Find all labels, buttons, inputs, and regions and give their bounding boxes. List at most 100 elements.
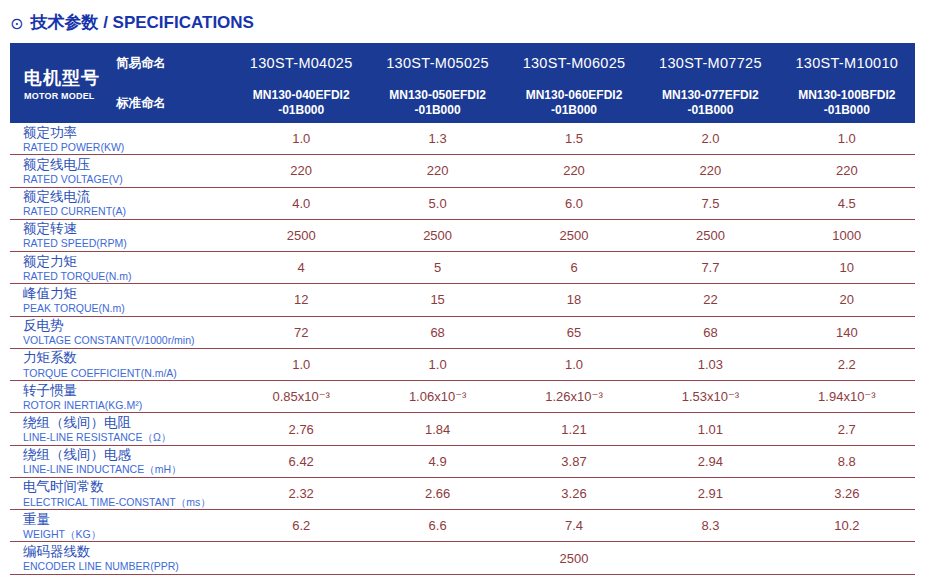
spec-value-cell-6-1: 68 bbox=[369, 317, 505, 348]
row-label: 峰值力矩PEAK TORQUE(N.m) bbox=[10, 284, 233, 315]
model-header-cell: 电机型号 MOTOR MODEL 简易命名 标准命名 bbox=[10, 43, 233, 123]
row-values: 72686568140 bbox=[233, 317, 915, 348]
row-values: 0.85x10⁻³1.06x10⁻³1.26x10⁻³1.53x10⁻³1.94… bbox=[233, 381, 915, 412]
row-label-cn: 额定线电流 bbox=[23, 189, 233, 205]
row-label: 转子惯量ROTOR INERTIA(KG.M²) bbox=[10, 381, 233, 412]
spec-row-13: 编码器线数ENCODER LINE NUMBER(PPR)2500 bbox=[10, 542, 915, 574]
spec-value-cell-6-2: 65 bbox=[506, 317, 642, 348]
spec-value-cell-2-1: 5.0 bbox=[369, 188, 505, 219]
spec-value-cell-11-3: 2.91 bbox=[642, 478, 778, 509]
standard-model-name: MN130-100BFDI2-01B000 bbox=[779, 83, 915, 123]
spec-value-cell-11-0: 2.32 bbox=[233, 478, 369, 509]
spec-value-cell-3-0: 2500 bbox=[233, 220, 369, 251]
naming-labels: 简易命名 标准命名 bbox=[116, 43, 233, 123]
spec-value-cell-11-4: 3.26 bbox=[779, 478, 915, 509]
row-label-cn: 绕组（线间）电阻 bbox=[23, 415, 233, 431]
bullet-circle-icon: ⊙ bbox=[10, 16, 23, 32]
specifications-table: 电机型号 MOTOR MODEL 简易命名 标准命名 130ST-M04025M… bbox=[10, 43, 915, 575]
spec-row-2: 额定线电流RATED CURRENT(A)4.05.06.07.54.5 bbox=[10, 188, 915, 220]
spec-value-cell-10-0: 6.42 bbox=[233, 446, 369, 477]
spec-value-cell-3-2: 2500 bbox=[506, 220, 642, 251]
row-label: 反电势VOLTAGE CONSTANT(V/1000r/min) bbox=[10, 317, 233, 348]
spec-value-cell-10-2: 3.87 bbox=[506, 446, 642, 477]
row-label-cn: 重量 bbox=[23, 512, 233, 528]
spec-value-cell-1-3: 220 bbox=[642, 155, 778, 186]
spec-row-11: 电气时间常数ELECTRICAL TIME-CONSTANT（ms）2.322.… bbox=[10, 478, 915, 510]
row-values: 6.424.93.872.948.8 bbox=[233, 446, 915, 477]
table-header: 电机型号 MOTOR MODEL 简易命名 标准命名 130ST-M04025M… bbox=[10, 43, 915, 123]
spec-value-cell-4-4: 10 bbox=[779, 252, 915, 283]
spec-value-cell-2-3: 7.5 bbox=[642, 188, 778, 219]
spec-value-cell-10-3: 2.94 bbox=[642, 446, 778, 477]
spec-row-10: 绕组（线间）电感LINE-LINE INDUCTANCE（mH）6.424.93… bbox=[10, 446, 915, 478]
row-label-en: RATED CURRENT(A) bbox=[23, 205, 233, 217]
simple-naming-label: 简易命名 bbox=[116, 43, 233, 83]
row-label-en: RATED POWER(KW) bbox=[23, 141, 233, 153]
spec-value-cell-7-0: 1.0 bbox=[233, 349, 369, 380]
spec-value-cell-1-2: 220 bbox=[506, 155, 642, 186]
spec-value-cell-12-3: 8.3 bbox=[642, 510, 778, 541]
row-label-en: WEIGHT（KG） bbox=[23, 528, 233, 540]
row-label-en: LINE-LINE INDUCTANCE（mH） bbox=[23, 463, 233, 475]
spec-row-9: 绕组（线间）电阻LINE-LINE RESISTANCE（Ω）2.761.841… bbox=[10, 413, 915, 445]
row-label-cn: 转子惯量 bbox=[23, 383, 233, 399]
row-label-cn: 额定线电压 bbox=[23, 157, 233, 173]
standard-model-name-line1: MN130-040EFDI2 bbox=[253, 88, 350, 103]
motor-model-title-cn: 电机型号 bbox=[24, 66, 116, 90]
row-label-en: VOLTAGE CONSTANT(V/1000r/min) bbox=[23, 334, 233, 346]
spec-value-cell-7-2: 1.0 bbox=[506, 349, 642, 380]
spec-value-cell-4-2: 6 bbox=[506, 252, 642, 283]
spec-value-cell-0-2: 1.5 bbox=[506, 123, 642, 154]
spec-row-8: 转子惯量ROTOR INERTIA(KG.M²)0.85x10⁻³1.06x10… bbox=[10, 381, 915, 413]
spec-value-cell-8-3: 1.53x10⁻³ bbox=[642, 381, 778, 412]
column-header-0: 130ST-M04025 MN130-040EFDI2-01B000 bbox=[233, 43, 369, 123]
spec-value-cell-1-4: 220 bbox=[779, 155, 915, 186]
spec-value-cell-0-1: 1.3 bbox=[369, 123, 505, 154]
row-values: 6.26.67.48.310.2 bbox=[233, 510, 915, 541]
standard-model-name-line2: -01B000 bbox=[415, 103, 461, 118]
column-header-1: 130ST-M05025MN130-050EFDI2-01B000 bbox=[369, 43, 505, 123]
row-label-en: ROTOR INERTIA(KG.M²) bbox=[23, 399, 233, 411]
spec-value-cell-3-4: 1000 bbox=[779, 220, 915, 251]
simple-model-name: 130ST-M04025 bbox=[233, 43, 369, 83]
section-title-text: 技术参数 / SPECIFICATIONS bbox=[30, 11, 254, 34]
spec-value-cell-5-0: 12 bbox=[233, 284, 369, 315]
spec-value-cell-9-0: 2.76 bbox=[233, 413, 369, 444]
spec-value-cell-9-3: 1.01 bbox=[642, 413, 778, 444]
standard-model-name-line2: -01B000 bbox=[278, 103, 324, 118]
row-label-en: LINE-LINE RESISTANCE（Ω） bbox=[23, 431, 233, 443]
row-label-en: PEAK TORQUE(N.m) bbox=[23, 302, 233, 314]
standard-model-name: MN130-050EFDI2-01B000 bbox=[369, 83, 505, 123]
spec-value-cell-8-1: 1.06x10⁻³ bbox=[369, 381, 505, 412]
row-label: 绕组（线间）电阻LINE-LINE RESISTANCE（Ω） bbox=[10, 413, 233, 444]
spec-value-cell-5-4: 20 bbox=[779, 284, 915, 315]
spec-value-cell-8-0: 0.85x10⁻³ bbox=[233, 381, 369, 412]
spec-sheet: ⊙ 技术参数 / SPECIFICATIONS 电机型号 MOTOR MODEL… bbox=[0, 11, 932, 575]
column-header-4: 130ST-M10010MN130-100BFDI2-01B000 bbox=[779, 43, 915, 123]
row-label: 电气时间常数ELECTRICAL TIME-CONSTANT（ms） bbox=[10, 478, 233, 509]
spec-value-cell-11-1: 2.66 bbox=[369, 478, 505, 509]
spec-value-cell-4-3: 7.7 bbox=[642, 252, 778, 283]
simple-model-name: 130ST-M05025 bbox=[369, 43, 505, 83]
spec-value-cell-12-1: 6.6 bbox=[369, 510, 505, 541]
row-label-en: TORQUE COEFFICIENT(N.m/A) bbox=[23, 367, 233, 379]
spec-row-4: 额定力矩RATED TORQUE(N.m)4567.710 bbox=[10, 252, 915, 284]
spec-value-cell-0-4: 1.0 bbox=[779, 123, 915, 154]
row-label-cn: 反电势 bbox=[23, 318, 233, 334]
row-label: 重量WEIGHT（KG） bbox=[10, 510, 233, 541]
row-values: 2500 bbox=[233, 542, 915, 573]
row-label-cn: 额定功率 bbox=[23, 125, 233, 141]
row-values: 1.01.01.01.032.2 bbox=[233, 349, 915, 380]
column-header-3: 130ST-M07725MN130-077EFDI2-01B000 bbox=[642, 43, 778, 123]
spec-value-cell-8-4: 1.94x10⁻³ bbox=[779, 381, 915, 412]
motor-model-title-en: MOTOR MODEL bbox=[24, 91, 116, 101]
row-label-cn: 编码器线数 bbox=[23, 544, 233, 560]
spec-value-cell-9-2: 1.21 bbox=[506, 413, 642, 444]
row-label-cn: 绕组（线间）电感 bbox=[23, 447, 233, 463]
standard-model-name-line1: MN130-050EFDI2 bbox=[389, 88, 486, 103]
spec-value-cell-1-0: 220 bbox=[233, 155, 369, 186]
spec-value-cell-2-0: 4.0 bbox=[233, 188, 369, 219]
row-label-cn: 额定力矩 bbox=[23, 254, 233, 270]
spec-value-cell-2-4: 4.5 bbox=[779, 188, 915, 219]
spec-row-5: 峰值力矩PEAK TORQUE(N.m)1215182220 bbox=[10, 284, 915, 316]
